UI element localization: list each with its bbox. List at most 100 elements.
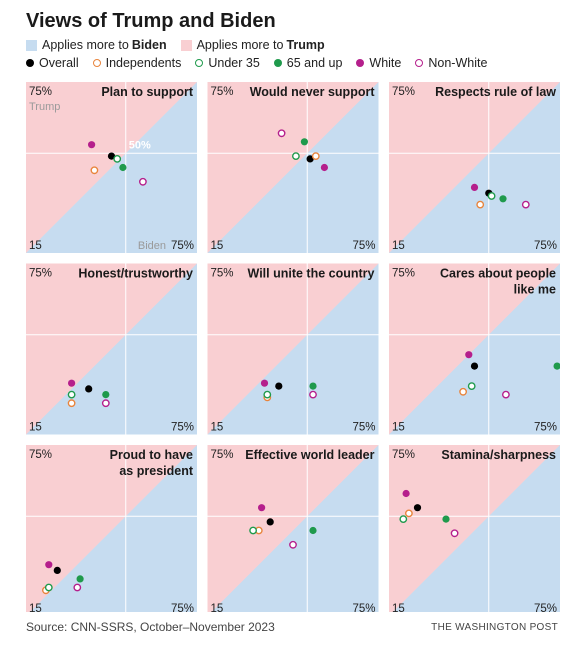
point-overall	[470, 362, 479, 370]
point-under35	[263, 390, 272, 399]
legend-item-nonwhite: Non-White	[415, 56, 487, 70]
point-nonwhite	[521, 200, 530, 209]
axis-min-label: 15	[211, 240, 224, 252]
legend-item-over65: 65 and up	[273, 56, 342, 70]
y-max-label: 75%	[29, 449, 52, 461]
legend-dot-over65	[273, 59, 282, 67]
legend-item-white: White	[356, 56, 401, 70]
legend-label-nonwhite: Non-White	[428, 56, 488, 70]
legend-item-overall: Overall	[26, 56, 79, 70]
point-overall	[413, 504, 422, 512]
point-under35	[113, 155, 122, 163]
panel-5: 75% 15 75% Will unite the country	[207, 263, 379, 435]
point-independents	[404, 509, 413, 518]
point-over65	[119, 163, 127, 172]
legend-dot-white	[356, 59, 365, 67]
legend-label-independents: Independents	[105, 56, 182, 70]
biden-region-swatch	[26, 39, 37, 51]
x-max-label: 75%	[171, 240, 194, 252]
point-nonwhite	[450, 529, 459, 538]
point-independents	[90, 166, 99, 175]
panel-2: 75% 15 75% Would never support	[207, 82, 379, 253]
point-nonwhite	[289, 540, 297, 549]
point-over65	[309, 382, 317, 390]
chart-svg: 75% 15 75% Trump Biden 50% Plan to support 75% 1…	[26, 82, 561, 616]
point-over65	[553, 362, 561, 370]
point-over65	[76, 575, 84, 583]
point-overall	[266, 518, 274, 526]
legend-dot-under35	[195, 59, 204, 67]
trump-region	[207, 82, 379, 253]
x-max-label: 75%	[171, 422, 194, 434]
trump-region	[26, 445, 197, 616]
panel-7: 75% 15 75% Proud to have as president	[26, 445, 197, 616]
point-under35	[467, 382, 476, 391]
point-nonwhite	[309, 390, 317, 399]
trump-region	[389, 82, 560, 253]
point-overall	[85, 385, 93, 393]
legend-dot-independents	[92, 59, 101, 67]
panel-title: Will unite the country	[248, 267, 375, 281]
point-under35	[44, 583, 53, 592]
legend-item-trump-region: Applies more to Trump	[180, 38, 325, 52]
point-nonwhite	[73, 583, 82, 592]
point-nonwhite	[502, 390, 510, 399]
panel-title: Cares about people	[440, 267, 556, 281]
panel-title: Stamina/sharpness	[441, 448, 556, 462]
axis-min-label: 15	[29, 603, 42, 612]
panel-title: Honest/trustworthy	[78, 267, 193, 281]
x-max-label: 75%	[352, 422, 375, 434]
trump-region-swatch	[180, 39, 192, 51]
panel-title: like me	[514, 283, 556, 297]
point-under35	[487, 192, 496, 200]
trump-region	[26, 82, 197, 253]
point-white	[465, 351, 473, 359]
panel-4: 75% 15 75% Honest/trustworthy	[26, 263, 197, 435]
publisher-credit: THE WASHINGTON POST	[431, 622, 558, 633]
panel-title: Plan to support	[101, 85, 194, 99]
point-independents	[311, 152, 320, 161]
axis-min-label: 15	[29, 422, 42, 434]
legend-trump-name: Trump	[286, 38, 325, 52]
point-over65	[300, 138, 308, 146]
axis-min-label: 15	[29, 240, 42, 252]
x-max-label: 75%	[171, 603, 194, 612]
x-axis-name: Biden	[138, 240, 166, 252]
axis-min-label: 15	[392, 603, 405, 612]
panel-title: Effective world leader	[245, 448, 374, 462]
trump-region	[389, 263, 560, 435]
y-axis-name: Trump	[29, 101, 60, 113]
x-max-label: 75%	[352, 603, 375, 612]
point-over65	[499, 195, 507, 203]
point-independents	[459, 387, 468, 396]
trump-region	[207, 263, 379, 435]
point-white	[45, 561, 53, 569]
axis-min-label: 15	[211, 603, 224, 612]
point-nonwhite	[139, 177, 147, 186]
point-white	[470, 183, 479, 191]
x-max-label: 75%	[534, 240, 557, 252]
chart-title: Views of Trump and Biden	[26, 10, 276, 32]
point-under35	[292, 152, 300, 161]
legend-item-under35: Under 35	[195, 56, 260, 70]
panel-title: as president	[119, 464, 193, 478]
y-max-label: 75%	[211, 449, 234, 461]
point-white	[88, 141, 96, 149]
y-max-label: 75%	[211, 86, 234, 98]
point-nonwhite	[101, 399, 110, 408]
point-over65	[102, 391, 110, 399]
x-max-label: 75%	[352, 240, 375, 252]
point-independents	[476, 200, 485, 209]
trump-region	[207, 445, 379, 616]
y-max-label: 75%	[211, 268, 234, 280]
axis-min-label: 15	[392, 422, 405, 434]
legend-biden-name: Biden	[131, 38, 167, 52]
y-max-label: 75%	[29, 86, 52, 98]
panel-title: Respects rule of law	[435, 85, 556, 99]
legend-label-white: White	[369, 56, 402, 70]
point-over65	[442, 515, 450, 523]
group-legend: Overall Independents Under 35 65 and up Whit…	[26, 56, 501, 70]
point-overall	[306, 155, 314, 163]
legend-label-under35: Under 35	[208, 56, 260, 70]
axis-min-label: 15	[392, 240, 405, 252]
